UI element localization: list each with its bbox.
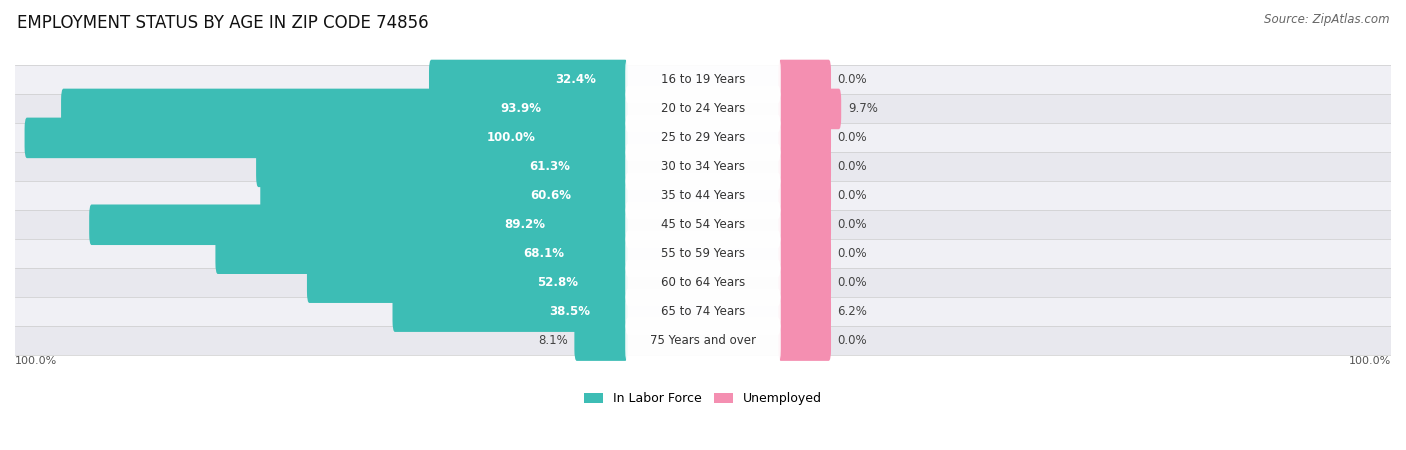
Bar [15, 66, 1391, 94]
Text: 16 to 19 Years: 16 to 19 Years [661, 73, 745, 86]
FancyBboxPatch shape [429, 60, 627, 100]
FancyBboxPatch shape [626, 86, 780, 132]
Text: 61.3%: 61.3% [529, 160, 571, 173]
Text: EMPLOYMENT STATUS BY AGE IN ZIP CODE 74856: EMPLOYMENT STATUS BY AGE IN ZIP CODE 748… [17, 14, 429, 32]
FancyBboxPatch shape [626, 202, 780, 248]
Text: 20 to 24 Years: 20 to 24 Years [661, 103, 745, 115]
Text: 0.0%: 0.0% [838, 247, 868, 260]
Text: 100.0%: 100.0% [1348, 356, 1391, 366]
FancyBboxPatch shape [779, 60, 831, 100]
FancyBboxPatch shape [626, 288, 780, 335]
FancyBboxPatch shape [626, 57, 780, 103]
Text: 9.7%: 9.7% [848, 103, 877, 115]
FancyBboxPatch shape [779, 89, 841, 129]
Text: 65 to 74 Years: 65 to 74 Years [661, 305, 745, 318]
Bar [15, 210, 1391, 239]
Text: 0.0%: 0.0% [838, 276, 868, 289]
Text: 0.0%: 0.0% [838, 131, 868, 144]
Text: 0.0%: 0.0% [838, 334, 868, 347]
Text: 60 to 64 Years: 60 to 64 Years [661, 276, 745, 289]
FancyBboxPatch shape [307, 262, 627, 303]
FancyBboxPatch shape [626, 173, 780, 219]
FancyBboxPatch shape [260, 176, 627, 216]
Text: 0.0%: 0.0% [838, 160, 868, 173]
FancyBboxPatch shape [392, 291, 627, 332]
FancyBboxPatch shape [89, 204, 627, 245]
Text: 38.5%: 38.5% [550, 305, 591, 318]
Bar [15, 239, 1391, 268]
Text: 35 to 44 Years: 35 to 44 Years [661, 189, 745, 202]
Text: 60.6%: 60.6% [530, 189, 571, 202]
FancyBboxPatch shape [626, 115, 780, 161]
FancyBboxPatch shape [779, 291, 831, 332]
FancyBboxPatch shape [626, 230, 780, 277]
Text: 55 to 59 Years: 55 to 59 Years [661, 247, 745, 260]
Text: 75 Years and over: 75 Years and over [650, 334, 756, 347]
FancyBboxPatch shape [779, 117, 831, 158]
Bar [15, 153, 1391, 181]
Bar [15, 268, 1391, 297]
FancyBboxPatch shape [779, 204, 831, 245]
FancyBboxPatch shape [626, 144, 780, 190]
Text: 8.1%: 8.1% [538, 334, 568, 347]
FancyBboxPatch shape [60, 89, 627, 129]
FancyBboxPatch shape [215, 234, 627, 274]
Text: 45 to 54 Years: 45 to 54 Years [661, 218, 745, 231]
FancyBboxPatch shape [779, 176, 831, 216]
Bar [15, 123, 1391, 153]
Text: 93.9%: 93.9% [501, 103, 541, 115]
FancyBboxPatch shape [575, 320, 627, 361]
FancyBboxPatch shape [779, 147, 831, 187]
FancyBboxPatch shape [626, 260, 780, 306]
Text: 89.2%: 89.2% [505, 218, 546, 231]
Legend: In Labor Force, Unemployed: In Labor Force, Unemployed [579, 387, 827, 410]
Bar [15, 181, 1391, 210]
FancyBboxPatch shape [779, 320, 831, 361]
Text: 25 to 29 Years: 25 to 29 Years [661, 131, 745, 144]
Text: 0.0%: 0.0% [838, 189, 868, 202]
FancyBboxPatch shape [779, 262, 831, 303]
FancyBboxPatch shape [256, 147, 627, 187]
Text: 30 to 34 Years: 30 to 34 Years [661, 160, 745, 173]
Bar [15, 297, 1391, 326]
Text: 0.0%: 0.0% [838, 218, 868, 231]
FancyBboxPatch shape [24, 117, 627, 158]
FancyBboxPatch shape [626, 317, 780, 364]
Text: 6.2%: 6.2% [838, 305, 868, 318]
Text: 0.0%: 0.0% [838, 73, 868, 86]
Text: 68.1%: 68.1% [523, 247, 564, 260]
Text: Source: ZipAtlas.com: Source: ZipAtlas.com [1264, 14, 1389, 27]
Text: 100.0%: 100.0% [15, 356, 58, 366]
Bar [15, 94, 1391, 123]
Bar [15, 326, 1391, 355]
FancyBboxPatch shape [779, 234, 831, 274]
Text: 100.0%: 100.0% [486, 131, 536, 144]
Text: 52.8%: 52.8% [537, 276, 578, 289]
Text: 32.4%: 32.4% [555, 73, 596, 86]
